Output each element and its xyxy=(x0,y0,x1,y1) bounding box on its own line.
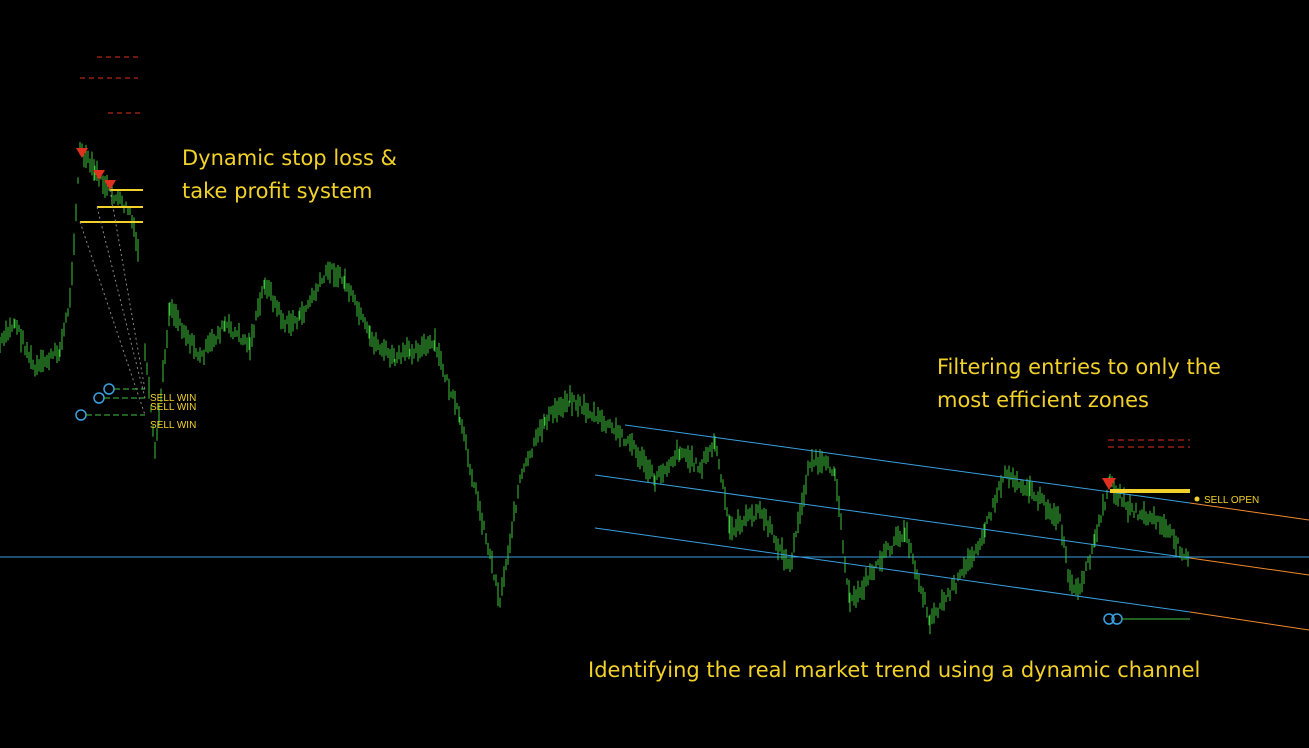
sell-win-label: SELL WIN xyxy=(150,393,196,404)
open-dot xyxy=(1194,496,1200,502)
annotation: most efficient zones xyxy=(937,388,1149,412)
levels-left xyxy=(75,56,146,421)
exit-lines xyxy=(86,388,145,416)
annotation: Identifying the real market trend using … xyxy=(588,658,1200,682)
sell-win-label: SELL WIN xyxy=(150,402,196,413)
sell-open-label: SELL OPEN xyxy=(1204,495,1259,506)
sell-win-label: SELL WIN xyxy=(150,420,196,431)
annotation: Dynamic stop loss & xyxy=(182,146,397,170)
levels-right xyxy=(1102,439,1200,625)
sell-arrow xyxy=(1102,478,1116,490)
channel xyxy=(594,424,1309,631)
annotation: take profit system xyxy=(182,179,373,203)
channel-lower-projection xyxy=(1189,611,1309,631)
trade-links xyxy=(79,189,146,416)
annotation: Filtering entries to only the xyxy=(937,355,1221,379)
exit-marker xyxy=(1103,613,1115,625)
channel-middle-projection xyxy=(1189,557,1309,576)
channel-middle xyxy=(594,474,1191,559)
sell-arrows xyxy=(76,148,116,190)
channel-lower xyxy=(594,527,1191,613)
channel-upper-projection xyxy=(1189,502,1309,521)
channel-upper xyxy=(624,424,1191,504)
price-bars xyxy=(0,142,1189,635)
